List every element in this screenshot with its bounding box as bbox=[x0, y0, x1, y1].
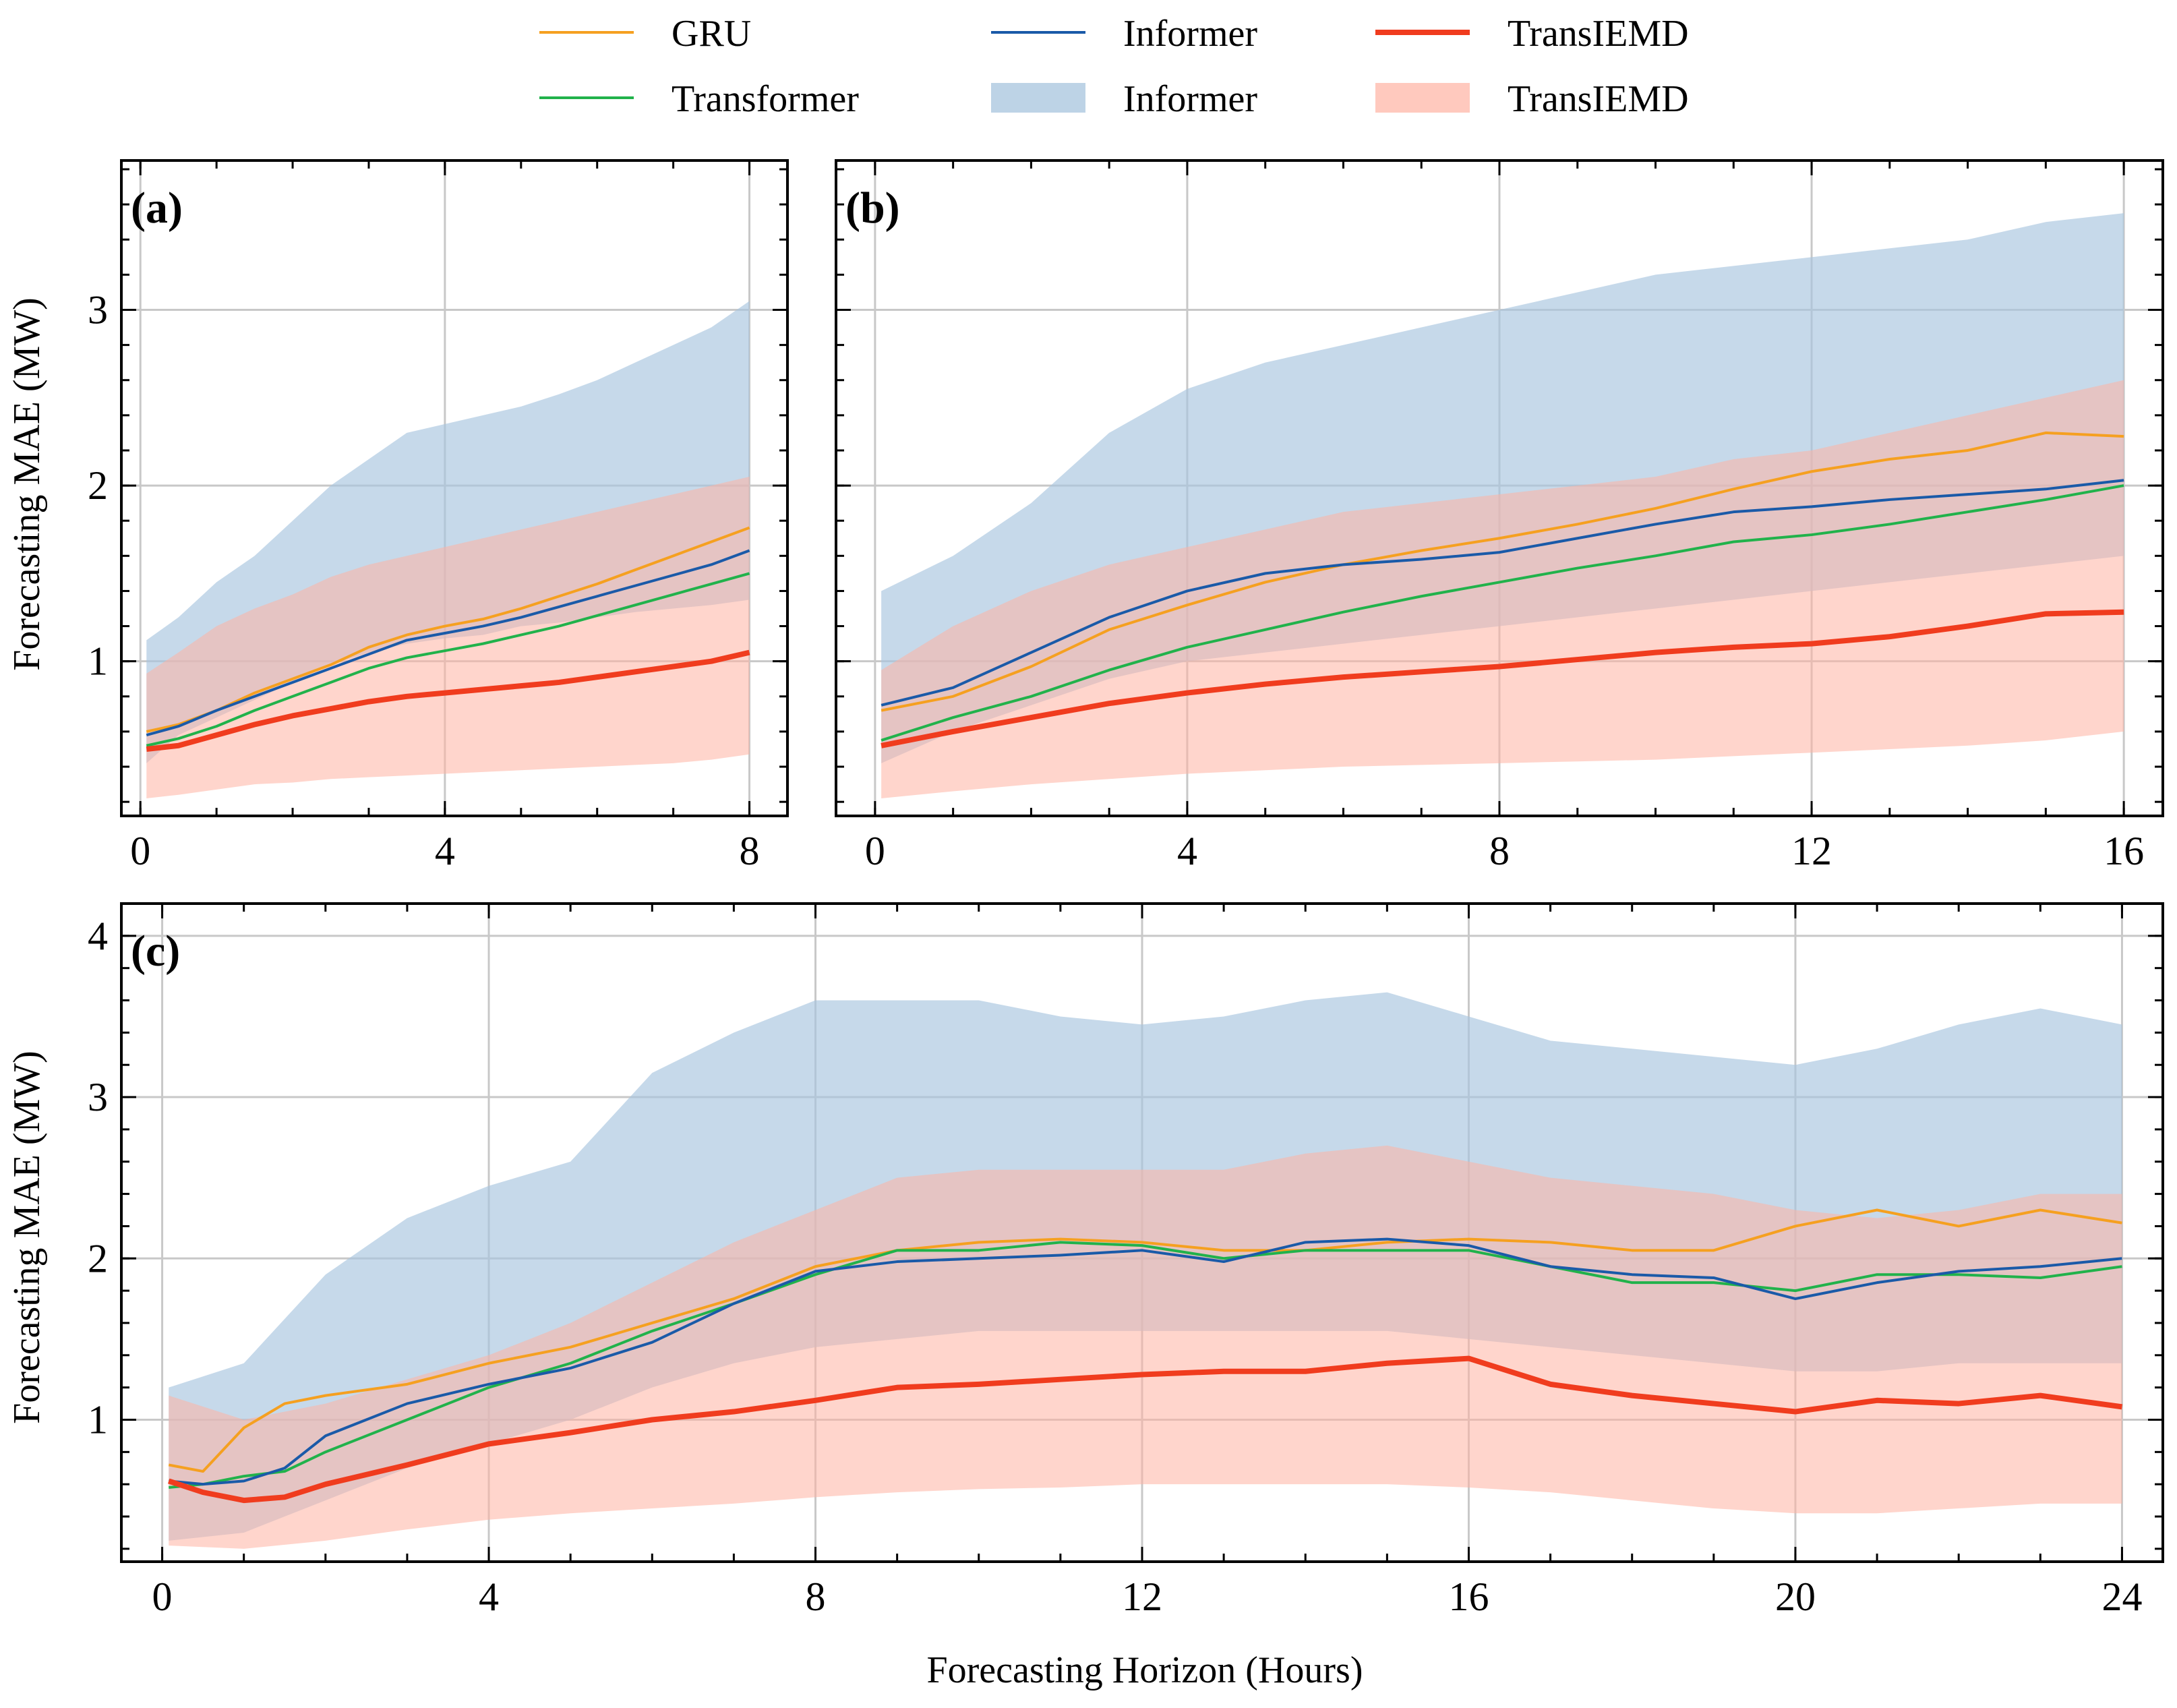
x-tick-label: 8 bbox=[1489, 829, 1510, 873]
x-tick-label: 20 bbox=[1775, 1574, 1816, 1619]
x-tick-label: 12 bbox=[1122, 1574, 1162, 1619]
legend-label: GRU bbox=[672, 13, 751, 55]
y-axis-label-top: Forecasting MAE (MW) bbox=[6, 297, 48, 671]
transformer-series-line bbox=[146, 572, 750, 747]
gru-series-line bbox=[146, 526, 750, 733]
informer-series-line bbox=[169, 1237, 2122, 1486]
transiemd-series-line bbox=[881, 609, 2124, 748]
transformer-series-line bbox=[169, 1241, 2122, 1489]
transiemd-series-line bbox=[146, 649, 750, 752]
gru-series-line bbox=[168, 1208, 2122, 1473]
informer-series-line bbox=[881, 479, 2124, 707]
y-tick-label: 4 bbox=[88, 914, 108, 958]
plot-area bbox=[146, 301, 750, 798]
legend-label: Informer bbox=[1123, 78, 1257, 120]
legend-label: Informer bbox=[1123, 13, 1257, 55]
y-tick-label: 2 bbox=[88, 463, 108, 508]
x-tick-label: 4 bbox=[435, 829, 455, 873]
x-tick-label: 8 bbox=[740, 829, 760, 873]
y-axis-label-bottom: Forecasting MAE (MW) bbox=[6, 1051, 48, 1424]
x-tick-label: 0 bbox=[865, 829, 885, 873]
y-tick-label: 3 bbox=[88, 288, 108, 332]
x-tick-label: 4 bbox=[1177, 829, 1197, 873]
panel-label: (b) bbox=[845, 183, 900, 233]
y-tick-label: 1 bbox=[88, 639, 108, 684]
x-axis-label: Forecasting Horizon (Hours) bbox=[927, 1649, 1363, 1691]
x-tick-label: 16 bbox=[2104, 829, 2144, 873]
x-tick-label: 24 bbox=[2101, 1574, 2142, 1619]
x-tick-label: 12 bbox=[1791, 829, 1832, 873]
y-tick-label: 3 bbox=[88, 1075, 108, 1119]
x-tick-label: 0 bbox=[152, 1574, 173, 1619]
x-tick-label: 4 bbox=[479, 1574, 499, 1619]
panel-label: (a) bbox=[131, 183, 183, 233]
transiemd-series-line bbox=[167, 1355, 2122, 1504]
transiemd-band-area bbox=[146, 477, 750, 798]
legend: GRU Transformer Informer Informer TransIEMD T… bbox=[539, 13, 1689, 120]
plot-area bbox=[881, 213, 2124, 798]
y-tick-label: 2 bbox=[88, 1236, 108, 1280]
x-tick-label: 16 bbox=[1448, 1574, 1489, 1619]
transformer-series-line bbox=[881, 484, 2124, 742]
x-tick-label: 0 bbox=[130, 829, 150, 873]
panel-label: (c) bbox=[131, 926, 180, 976]
legend-swatch-band bbox=[991, 83, 1085, 113]
axes-frame bbox=[120, 159, 789, 817]
gru-series-line bbox=[881, 431, 2124, 712]
legend-label: TransIEMD bbox=[1508, 13, 1689, 55]
y-tick-label: 1 bbox=[88, 1397, 108, 1442]
plot-area bbox=[167, 992, 2122, 1549]
legend-label: Transformer bbox=[672, 78, 859, 120]
legend-label: TransIEMD bbox=[1508, 78, 1689, 120]
x-tick-label: 8 bbox=[806, 1574, 826, 1619]
panel-b-chart: 0 4 8 12 16 (b) bbox=[835, 159, 2164, 873]
legend-swatch-band bbox=[1375, 83, 1470, 113]
informer-series-line bbox=[146, 549, 750, 737]
transiemd-band-area bbox=[169, 1145, 2122, 1549]
